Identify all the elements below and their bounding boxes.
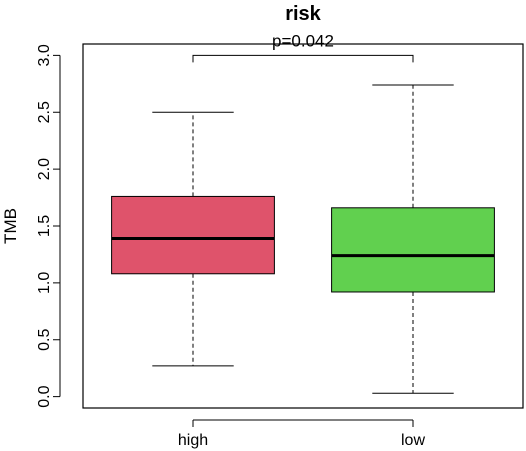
iqr-box — [331, 207, 495, 293]
x-tick-label: high — [178, 432, 208, 449]
y-tick-label: 1.0 — [36, 272, 53, 294]
y-axis: 0.0 0.5 1.0 1.5 2.0 2.5 3.0 — [36, 44, 61, 408]
y-tick-label: 0.0 — [36, 385, 53, 407]
box-low — [331, 84, 495, 394]
p-value-label: p=0.042 — [272, 31, 334, 50]
y-axis-label: TMB — [1, 208, 20, 244]
plot-frame — [82, 43, 524, 409]
y-tick-label: 3.0 — [36, 44, 53, 66]
box-high — [111, 111, 275, 367]
y-tick-label: 1.5 — [36, 215, 53, 237]
boxes — [111, 84, 495, 394]
y-tick-label: 2.5 — [36, 101, 53, 123]
chart-title: risk — [285, 3, 321, 25]
significance-bracket — [192, 54, 414, 63]
y-tick-label: 0.5 — [36, 329, 53, 351]
x-tick-label: low — [401, 432, 425, 449]
x-axis: high low — [178, 419, 425, 449]
iqr-box — [111, 195, 275, 275]
y-tick-label: 2.0 — [36, 158, 53, 180]
significance-annotation: p=0.042 — [192, 31, 414, 63]
